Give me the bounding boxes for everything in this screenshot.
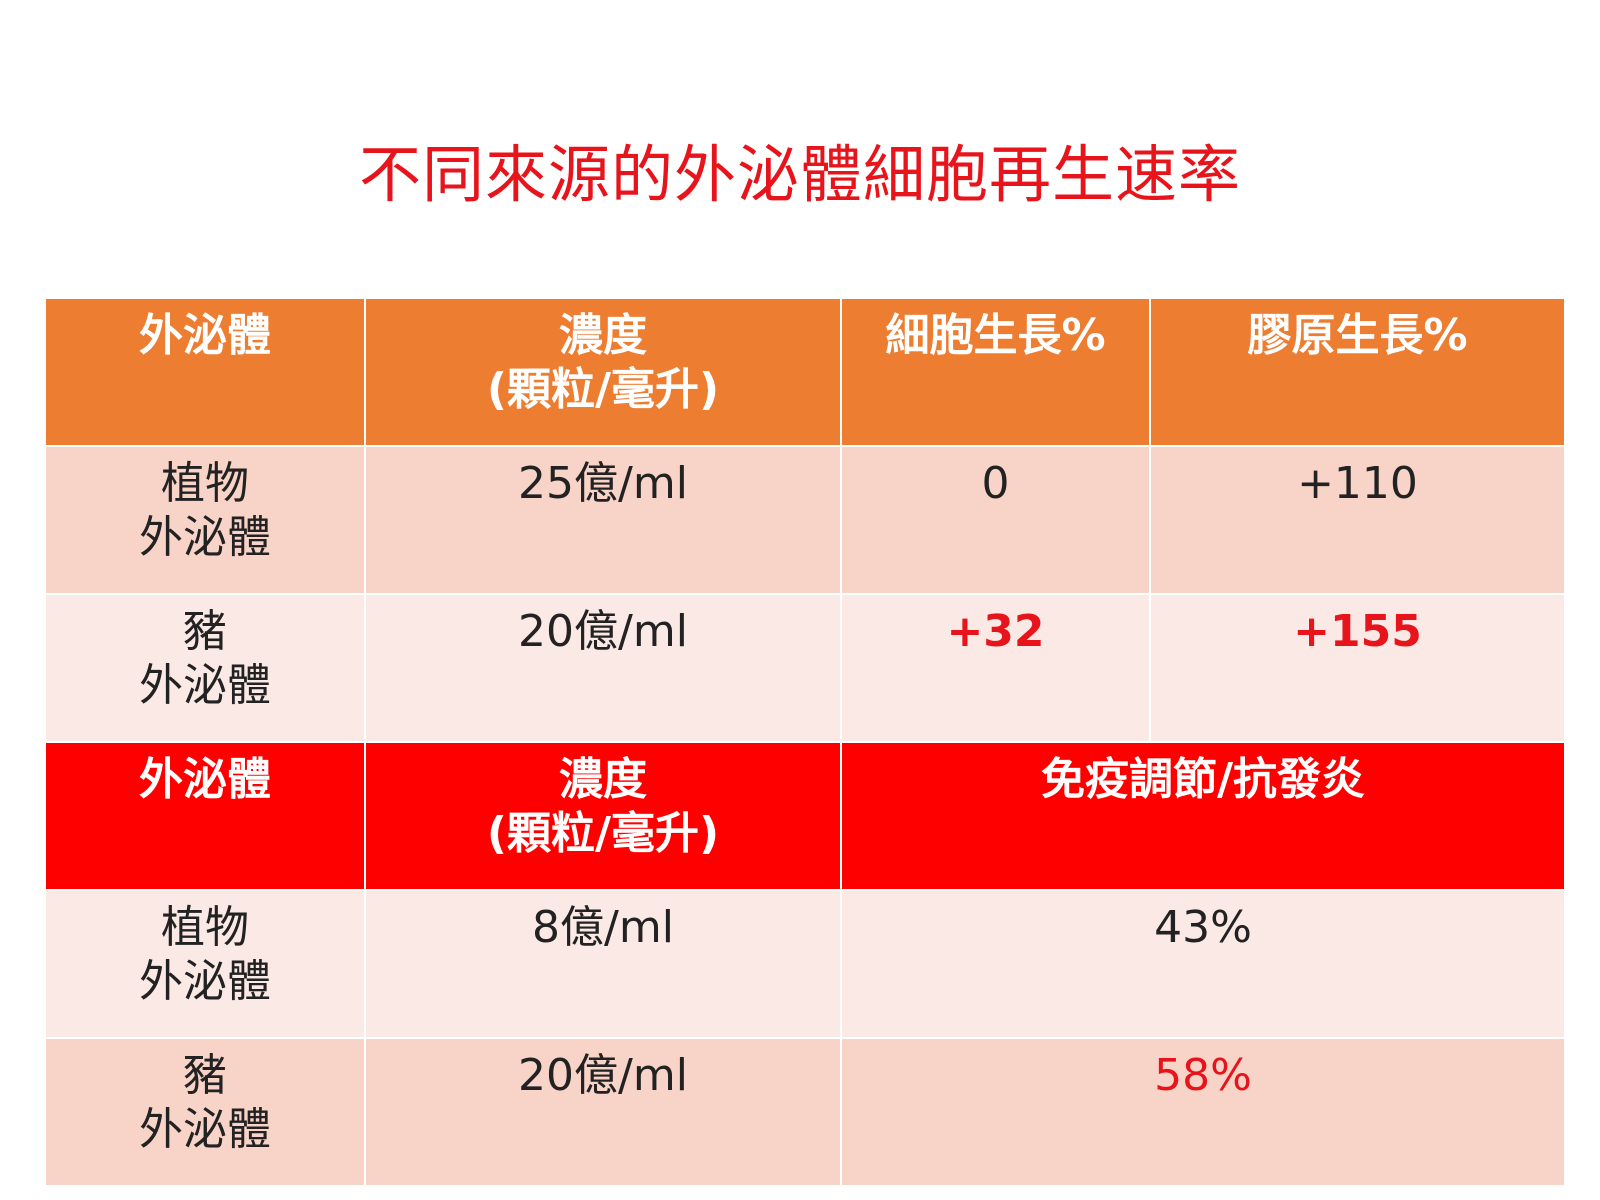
header-collagen-growth: 膠原生長%	[1149, 297, 1566, 447]
cell-growth-cell: +32	[840, 593, 1151, 743]
source-cell: 植物 外泌體	[44, 889, 366, 1039]
concentration-cell: 25億/ml	[364, 445, 842, 595]
collagen-growth-cell: +155	[1149, 593, 1566, 743]
header-exosome: 外泌體	[44, 297, 366, 447]
cell-growth-cell: 0	[840, 445, 1151, 595]
header-concentration: 濃度 (顆粒/毫升)	[364, 297, 842, 447]
source-cell: 植物 外泌體	[44, 445, 366, 595]
concentration-cell: 20億/ml	[364, 593, 842, 743]
immune-cell: 43%	[840, 889, 1566, 1039]
table-row: 豬 外泌體 20億/ml +32 +155	[44, 593, 1566, 743]
source-cell: 豬 外泌體	[44, 1037, 366, 1187]
table1-header-row: 外泌體 濃度 (顆粒/毫升) 細胞生長% 膠原生長%	[44, 297, 1566, 447]
header-exosome: 外泌體	[44, 741, 366, 891]
slide-title: 不同來源的外泌體細胞再生速率	[358, 138, 1241, 211]
exosome-comparison-table: 外泌體 濃度 (顆粒/毫升) 細胞生長% 膠原生長% 植物 外泌體 25億/ml…	[44, 297, 1566, 1187]
table-row: 植物 外泌體 8億/ml 43%	[44, 889, 1566, 1039]
concentration-cell: 20億/ml	[364, 1037, 842, 1187]
immune-cell: 58%	[840, 1037, 1566, 1187]
collagen-growth-cell: +110	[1149, 445, 1566, 595]
source-cell: 豬 外泌體	[44, 593, 366, 743]
header-cell-growth: 細胞生長%	[840, 297, 1151, 447]
header-immune-regulation: 免疫調節/抗發炎	[840, 741, 1566, 891]
table2-header-row: 外泌體 濃度 (顆粒/毫升) 免疫調節/抗發炎	[44, 741, 1566, 891]
concentration-cell: 8億/ml	[364, 889, 842, 1039]
table-row: 豬 外泌體 20億/ml 58%	[44, 1037, 1566, 1187]
table-row: 植物 外泌體 25億/ml 0 +110	[44, 445, 1566, 595]
header-concentration: 濃度 (顆粒/毫升)	[364, 741, 842, 891]
